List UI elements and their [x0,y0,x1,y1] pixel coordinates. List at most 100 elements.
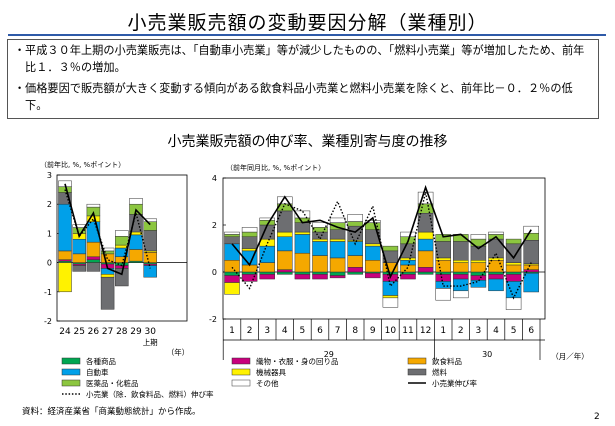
bar-segment-food [86,241,101,258]
legend-label-fuel: 燃料 [432,367,447,377]
bar-segment-textile [470,275,487,281]
bar-segment-machinery [329,238,346,242]
bar-segment-auto [72,238,86,255]
x-tick-label: 9 [370,326,376,336]
bar-segment-food [129,249,143,262]
bar-segment-food [259,262,275,273]
bar-segment-other [347,214,363,222]
bar-segment-food [435,260,451,273]
bar-segment-auto [224,243,240,261]
bar-segment-drug [382,245,399,252]
bar-segment-other [435,288,451,301]
legend-label-drug: 医薬品・化粧品 [86,378,139,388]
y-tick-label: 0 [212,268,217,277]
bar-segment-food [143,252,157,263]
bar-segment-textile [347,267,363,273]
bar-segment-other [86,203,101,208]
series-line-total [231,184,532,279]
bar-segment-machinery [505,262,522,266]
bar-segment-drug [143,221,157,231]
x-year-label: 29 [324,350,334,359]
bar-segment-food [417,250,434,268]
bar-segment-general [329,271,346,276]
bar-segment-food [329,257,346,273]
bar-segment-food [400,264,416,273]
legend-label-general: 各種商品 [86,356,116,366]
x-tick-label: 10 [385,326,397,336]
bar-segment-textile [488,274,504,280]
y-tick-label: -2 [44,317,52,326]
bar-segment-general [259,271,275,275]
x-tick-label: 2 [458,326,464,336]
bar-segment-food [294,252,311,273]
bar-segment-fuel [277,210,293,233]
bar-segment-food [470,262,487,273]
bar-segment-other [143,218,157,222]
bar-segment-textile [505,274,522,282]
axis-unit-label: （前年比, %, %ポイント） [40,160,125,169]
page-number: 2 [594,412,600,422]
bar-segment-other [400,231,416,238]
bar-segment-auto [100,268,115,275]
x-tick-label: 28 [116,327,128,337]
bar-segment-food [224,260,240,273]
bar-segment-auto [329,241,346,259]
bar-segment-general [312,271,328,275]
axis-unit-label: （前年同月比, %, %ポイント） [226,163,325,172]
y-tick-label: 2 [47,200,52,209]
bar-segment-fuel [294,222,311,233]
bar-segment-auto [488,278,504,292]
bar-segment-auto [382,281,399,296]
bar-segment-food [115,256,129,263]
bar-segment-auto [505,281,522,299]
bar-segment-other [470,234,487,240]
y-tick-label: 0 [47,259,52,268]
bar-segment-fuel [86,262,101,272]
bar-segment-fuel [241,236,258,249]
bar-segment-fuel [453,241,469,261]
x-tick-label: 27 [102,327,113,337]
bar-segment-textile [400,274,416,280]
bar-segment-general [241,271,258,275]
bar-segment-machinery [312,238,328,242]
bar-segment-fuel [72,265,86,272]
x-axis-suffix: 上期 [143,338,158,347]
bar-segment-machinery [224,282,240,295]
x-tick-label: 29 [130,327,142,337]
bar-segment-other [294,210,311,219]
x-tick-label: 3 [264,326,270,336]
bar-segment-general [470,271,487,276]
y-tick-label: 2 [212,221,217,230]
x-tick-label: 7 [335,326,341,336]
x-tick-label: 4 [282,326,288,336]
bar-segment-textile [365,272,381,279]
series-line-total [64,183,151,276]
bar-segment-food [365,260,381,273]
bar-segment-textile [277,269,293,273]
bar-segment-general [488,271,504,275]
plot-frame [56,174,188,322]
bar-segment-food [523,264,539,270]
x-tick-label: 12 [420,326,431,336]
bar-segment-drug [224,234,240,237]
bar-segment-machinery [400,257,416,261]
bar-segment-auto [129,234,143,250]
bar-segment-auto [312,241,328,256]
legend-swatch-fuel [407,368,427,376]
bar-segment-drug [365,222,381,230]
legend-label-other: その他 [256,378,279,388]
bar-segment-other [129,198,143,205]
x-tick-label: 4 [493,326,499,336]
bar-segment-other [100,247,115,252]
bar-segment-textile [86,256,101,260]
x-axis-unit: （月／年） [551,351,589,361]
bar-segment-general [86,259,101,263]
bar-segment-general [277,271,293,275]
title-underline [8,34,606,36]
legend-swatch-food [407,357,427,365]
bar-segment-other [329,217,346,223]
chart-title: 小売業販売額の伸び率、業種別寄与度の推移 [167,134,448,150]
legend-swatch-auto [61,368,81,376]
x-tick-label: 6 [317,326,323,336]
x-axis-unit: （年） [167,347,190,357]
